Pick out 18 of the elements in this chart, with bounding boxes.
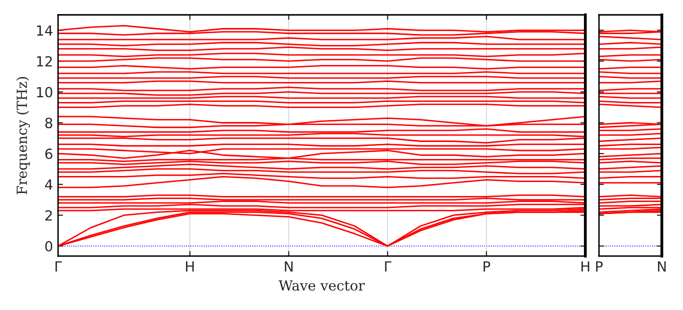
- y-tick-label: 10: [37, 86, 52, 98]
- x-tick-label: Γ: [56, 261, 62, 272]
- x-tick-label: P: [484, 261, 490, 272]
- y-tick-label: 8: [45, 118, 52, 128]
- x-tick-label: N: [284, 261, 293, 272]
- x-axis-title: Wave vector: [278, 280, 365, 291]
- y-tick-label: 14: [37, 25, 52, 36]
- x-tick-label: H: [581, 261, 590, 272]
- y-axis-title: Frequency (THz): [16, 77, 30, 194]
- x-tick-label: Γ: [385, 261, 392, 272]
- x-tick-label: N: [658, 261, 666, 272]
- y-tick-label: 2: [45, 210, 52, 220]
- y-tick-label: 6: [45, 148, 52, 160]
- x-tick-label: P: [596, 261, 603, 272]
- y-tick-label: 0: [45, 241, 52, 252]
- y-tick-label: 4: [45, 180, 52, 190]
- x-tick-label: H: [186, 261, 194, 272]
- y-tick-label: 12: [37, 56, 52, 66]
